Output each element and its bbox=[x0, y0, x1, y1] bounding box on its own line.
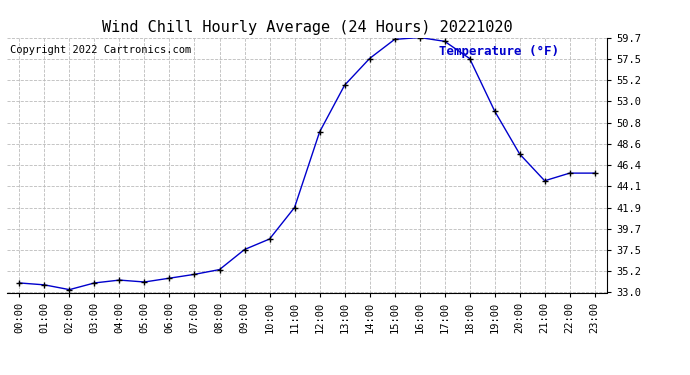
Title: Wind Chill Hourly Average (24 Hours) 20221020: Wind Chill Hourly Average (24 Hours) 202… bbox=[101, 20, 513, 35]
Text: Copyright 2022 Cartronics.com: Copyright 2022 Cartronics.com bbox=[10, 45, 191, 55]
Text: Temperature (°F): Temperature (°F) bbox=[439, 45, 559, 58]
